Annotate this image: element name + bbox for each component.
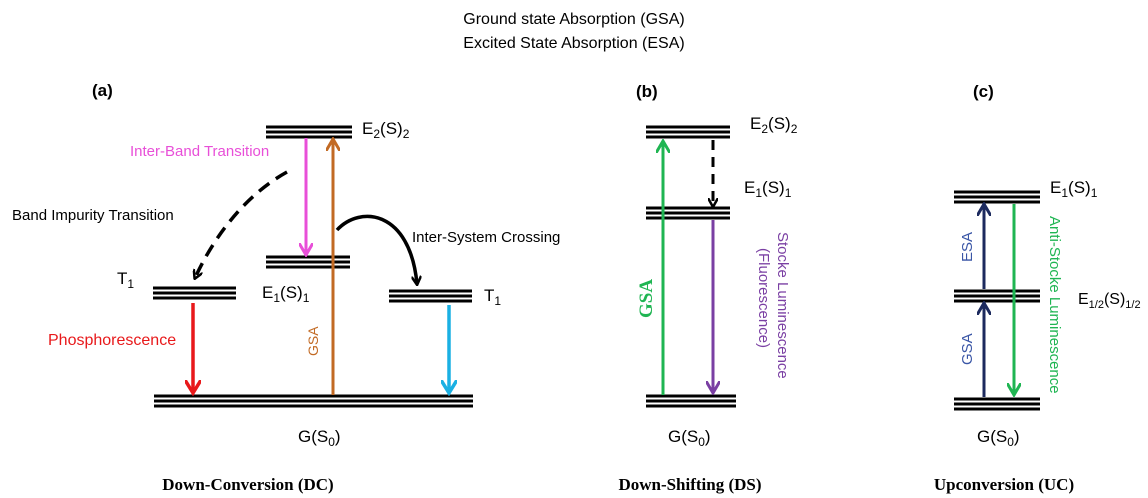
caption-b: Down-Shifting (DS) (618, 475, 761, 494)
label-a-phosphorescence: Phosphorescence (48, 332, 176, 349)
label-b-luminescence-2: (Fluorescence) (755, 248, 772, 348)
legend-line-1: Ground state Absorption (GSA) (463, 11, 684, 28)
label-b-ground: G(S0) (668, 427, 711, 449)
level-a-ground (154, 394, 473, 408)
level-a-e1 (266, 255, 350, 269)
panel-a-label: (a) (92, 81, 113, 100)
label-b-luminescence-1: Stocke Luminescence (774, 232, 791, 379)
label-b-e2: E2(S)2 (750, 114, 798, 136)
label-b-e1: E1(S)1 (744, 178, 792, 200)
label-c-e-half: E1/2(S)1/2 (1078, 291, 1141, 311)
arrow-a-band-impurity (195, 170, 288, 278)
level-c-ground (954, 397, 1040, 411)
level-a-t1-right (389, 289, 472, 303)
panel-c: (c) E1(S)1 E1/2(S)1/2 G(S0) GSA ESA Anti… (934, 82, 1141, 494)
label-a-gsa: GSA (305, 326, 321, 356)
arrow-a-inter-system (335, 214, 417, 284)
caption-a: Down-Conversion (DC) (162, 475, 333, 494)
level-a-t1-left (153, 286, 236, 300)
label-c-esa: ESA (959, 232, 976, 262)
label-a-ground: G(S0) (298, 427, 341, 449)
panel-a: (a) E2(S)2 E1(S)1 T1 T1 G(S0) Inter-Band… (12, 81, 560, 494)
level-b-e2 (646, 125, 730, 139)
level-c-e-half (954, 289, 1040, 303)
caption-c: Upconversion (UC) (934, 475, 1074, 494)
label-a-e1: E1(S)1 (262, 283, 310, 305)
level-b-e1 (646, 206, 730, 220)
label-c-e1: E1(S)1 (1050, 178, 1098, 200)
label-a-band-impurity: Band Impurity Transition (12, 207, 174, 224)
label-a-inter-system: Inter-System Crossing (412, 229, 560, 246)
label-a-t1-right: T1 (484, 286, 501, 308)
label-a-t1-left: T1 (117, 269, 134, 291)
panel-b-label: (b) (636, 82, 658, 101)
label-c-gsa: GSA (959, 333, 976, 365)
legend-line-2: Excited State Absorption (ESA) (463, 35, 684, 52)
level-b-ground (646, 394, 736, 408)
label-a-inter-band: Inter-Band Transition (130, 143, 269, 160)
label-b-gsa: GSA (636, 279, 657, 318)
label-c-ground: G(S0) (977, 427, 1020, 449)
label-c-emission: Anti-Stocke Luminescence (1046, 216, 1063, 394)
level-c-e1 (954, 190, 1040, 204)
level-a-e2 (266, 125, 352, 139)
label-a-e2: E2(S)2 (362, 119, 410, 141)
panel-c-label: (c) (973, 82, 994, 101)
panel-b: (b) E2(S)2 E1(S)1 G(S0) GSA Stocke Lumin… (618, 82, 797, 494)
